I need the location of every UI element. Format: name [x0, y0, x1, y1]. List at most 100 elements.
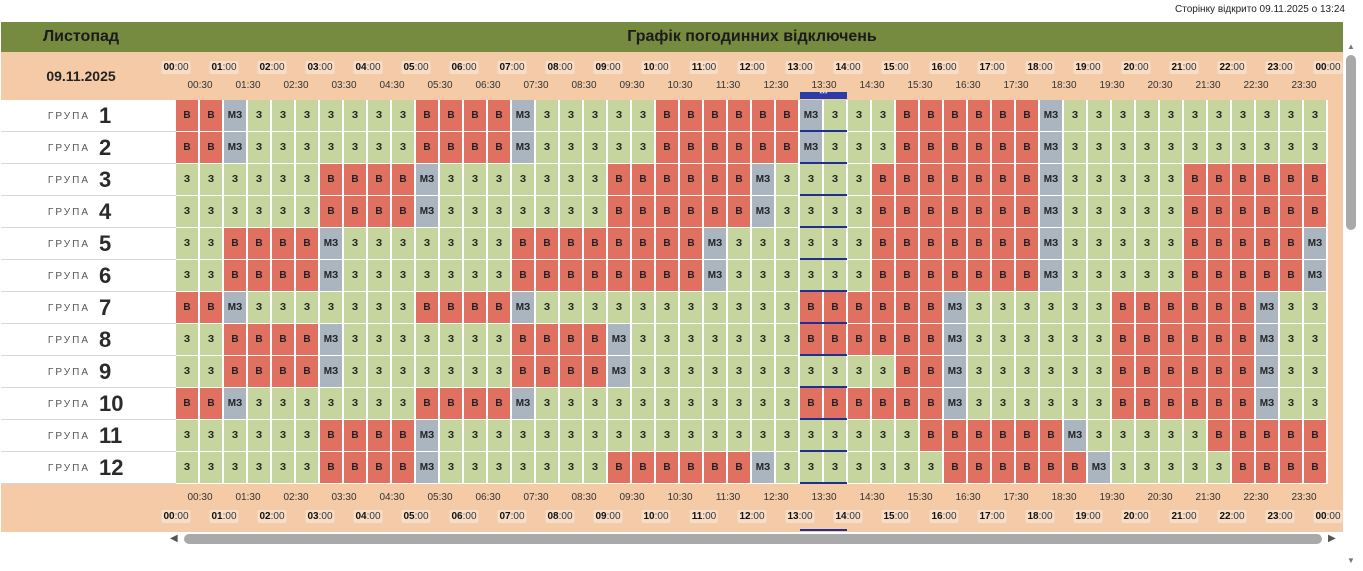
slot-cell: З — [1184, 100, 1207, 131]
slot-cell: В — [320, 452, 343, 483]
slot-cell: В — [176, 388, 199, 419]
slot-cell: З — [1136, 164, 1159, 195]
slot-cell: В — [1160, 292, 1183, 323]
time-header-top: 09.11.2025 00:00 01:00 02:00 03:00 04:00 05:0… — [1, 52, 1343, 100]
slot-cell: В — [536, 260, 559, 291]
slot-cell: З — [296, 164, 319, 195]
slot-cell: В — [1256, 196, 1279, 227]
slot-cell: В — [488, 100, 511, 131]
half-hour-label: 03:30 — [331, 492, 357, 503]
half-hour-label: 21:30 — [1195, 492, 1221, 503]
group-label-text: ГРУПА — [47, 271, 90, 282]
slot-cell: З — [248, 452, 271, 483]
slot-cell: В — [560, 324, 583, 355]
slot-cell: В — [1280, 228, 1303, 259]
slot-cell: В — [200, 132, 223, 163]
slot-cell: В — [1280, 196, 1303, 227]
hour-label-minutes: :00 — [1086, 511, 1101, 522]
slot-cell: В — [440, 292, 463, 323]
row-divider — [176, 227, 1328, 228]
slot-cell: З — [320, 388, 343, 419]
slot-cell: В — [1184, 292, 1207, 323]
group-label-2: ГРУПА 2 — [1, 132, 176, 164]
slot-cell: З — [752, 260, 775, 291]
slot-cell: В — [1232, 420, 1255, 451]
hour-label-hours: 21 — [1171, 511, 1183, 522]
half-hour-label: 11:30 — [715, 492, 741, 503]
hour-label: 01:00 — [209, 61, 239, 74]
slot-cell: В — [512, 356, 535, 387]
slot-cell: В — [224, 356, 247, 387]
slot-cell: З — [344, 260, 367, 291]
hour-label: 13:00 — [785, 61, 815, 74]
slot-cell: З — [1280, 388, 1303, 419]
slot-cell: З — [752, 356, 775, 387]
slot-cell: З — [248, 164, 271, 195]
hour-label-minutes: :00 — [174, 62, 189, 73]
slot-cell: З — [1160, 100, 1183, 131]
hour-label-minutes: :00 — [942, 511, 957, 522]
slot-cell: МЗ — [704, 228, 727, 259]
slot-cell: В — [1232, 292, 1255, 323]
slot-cell: В — [872, 260, 895, 291]
slot-cell: МЗ — [1040, 228, 1063, 259]
slot-cell: В — [896, 164, 919, 195]
slot-cell: З — [272, 388, 295, 419]
hour-label-minutes: :00 — [798, 62, 813, 73]
slot-cell: З — [1160, 132, 1183, 163]
scroll-right-arrow-icon[interactable]: ▶ — [1328, 533, 1336, 544]
slot-cell: З — [1280, 100, 1303, 131]
hour-label: 10:00 — [641, 510, 671, 523]
slot-cell: В — [248, 260, 271, 291]
group-label-9: ГРУПА 9 — [1, 356, 176, 388]
half-hour-label: 16:30 — [955, 80, 981, 91]
group-number: 5 — [99, 231, 112, 256]
hour-label-minutes: :00 — [1038, 511, 1053, 522]
slot-cell: В — [560, 260, 583, 291]
slot-cell: З — [1040, 388, 1063, 419]
vertical-scrollbar[interactable] — [1346, 55, 1356, 230]
slot-cell: З — [632, 420, 655, 451]
hour-label-hours: 06 — [451, 62, 463, 73]
hour-label-hours: 03 — [307, 62, 319, 73]
slot-cell: З — [176, 228, 199, 259]
slot-cell: МЗ — [1304, 228, 1327, 259]
slot-cell: В — [1232, 196, 1255, 227]
slot-cell: З — [248, 132, 271, 163]
slot-cell: З — [440, 356, 463, 387]
slot-cell: З — [608, 420, 631, 451]
slot-cell: З — [1016, 292, 1039, 323]
slot-cell: З — [392, 132, 415, 163]
schedule-date: 09.11.2025 — [46, 68, 116, 84]
slot-cell: В — [944, 452, 967, 483]
slot-cell: В — [1040, 452, 1063, 483]
slot-cell: З — [1088, 324, 1111, 355]
horizontal-scrollbar[interactable] — [184, 534, 1322, 544]
slot-cell: В — [656, 100, 679, 131]
slot-cell: В — [896, 356, 919, 387]
slot-cell: В — [1184, 228, 1207, 259]
hour-label-hours: 18 — [1027, 511, 1039, 522]
slot-cell: З — [1112, 420, 1135, 451]
slot-cell: З — [1088, 100, 1111, 131]
slot-cell: МЗ — [1256, 356, 1279, 387]
hour-label-hours: 13 — [787, 511, 799, 522]
hour-label: 19:00 — [1073, 510, 1103, 523]
slot-cell: З — [560, 132, 583, 163]
hour-label-hours: 17 — [979, 62, 991, 73]
slot-cell: З — [440, 228, 463, 259]
slot-cell: В — [608, 164, 631, 195]
slot-cell: В — [680, 196, 703, 227]
half-hour-label: 07:30 — [523, 80, 549, 91]
slot-cell: З — [488, 164, 511, 195]
scroll-left-arrow-icon[interactable]: ◀ — [170, 533, 178, 544]
scroll-up-arrow-icon[interactable]: ▲ — [1347, 42, 1355, 51]
slot-cell: В — [512, 260, 535, 291]
hour-label-minutes: :00 — [1182, 62, 1197, 73]
slot-cell: В — [944, 164, 967, 195]
scroll-down-arrow-icon[interactable]: ▼ — [1347, 556, 1355, 565]
slot-cell: З — [560, 100, 583, 131]
hour-label: 09:00 — [593, 61, 623, 74]
slot-cell: З — [464, 196, 487, 227]
slot-cell: З — [1064, 100, 1087, 131]
